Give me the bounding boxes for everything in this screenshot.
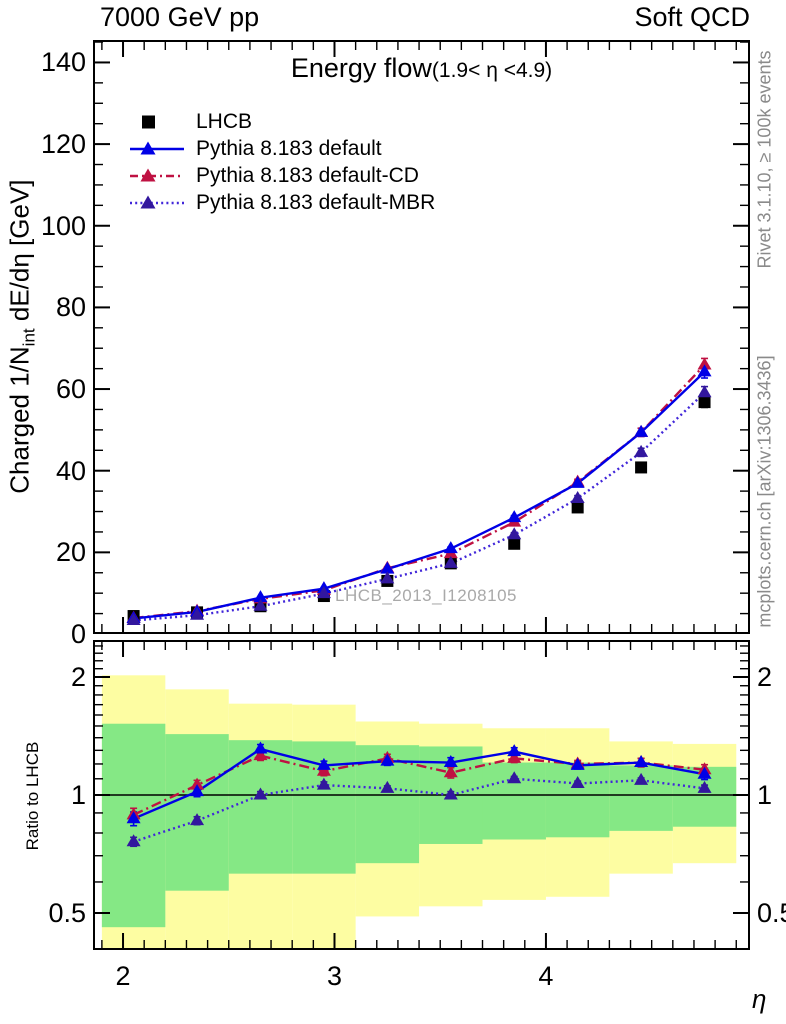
ratio-marker-Pythia-8.183-default-MBR	[507, 771, 522, 784]
legend-label: LHCB	[196, 109, 253, 133]
ratio-marker-Pythia-8.183-default-MBR	[316, 777, 331, 790]
marker-Pythia-8.183-default	[697, 364, 712, 377]
ratio-marker-Pythia-8.183-default-CD	[190, 777, 205, 790]
ratio-marker-Pythia-8.183-default-MBR	[126, 834, 141, 847]
ratio-marker-Pythia-8.183-default-MBR	[380, 780, 395, 793]
marker-Pythia-8.183-default-MBR	[316, 586, 331, 599]
axis-tick-label: 2	[757, 662, 773, 692]
marker-Pythia-8.183-default	[443, 541, 458, 554]
marker-Pythia-8.183-default-MBR	[253, 598, 268, 611]
plot-title: Energy flow(1.9< η <4.9)	[93, 53, 750, 84]
marker-Pythia-8.183-default-CD	[697, 357, 712, 370]
axis-tick-label: 80	[55, 292, 86, 323]
ratio-marker-Pythia-8.183-default	[253, 741, 268, 754]
ratio-marker-Pythia-8.183-default	[380, 753, 395, 766]
ratio-marker-Pythia-8.183-default	[190, 784, 205, 797]
header-beam-energy: 7000 GeV pp	[100, 2, 260, 32]
ratio-marker-Pythia-8.183-default-MBR	[443, 787, 458, 800]
axis-tick-label: 2	[115, 961, 131, 991]
ratio-marker-Pythia-8.183-default	[507, 744, 522, 757]
triangle-legend-marker-icon	[130, 141, 184, 154]
plot-title-main: Energy flow	[290, 53, 432, 83]
marker-Pythia-8.183-default	[253, 590, 268, 603]
marker-Pythia-8.183-default	[507, 510, 522, 523]
ratio-marker-Pythia-8.183-default-MBR	[190, 813, 205, 826]
marker-Pythia-8.183-default-MBR	[443, 555, 458, 568]
ratio-marker-Pythia-8.183-default-CD	[507, 750, 522, 763]
marker-LHCB	[571, 501, 584, 514]
ratio-line-0	[133, 747, 705, 820]
ratio-marker-Pythia-8.183-default	[126, 811, 141, 824]
axis-tick-label: 120	[40, 129, 86, 160]
triangle-legend-marker-icon	[130, 168, 184, 181]
header-process-group: Soft QCD	[634, 2, 750, 32]
ratio-panel	[93, 640, 750, 950]
ratio-marker-Pythia-8.183-default-MBR	[634, 772, 649, 785]
marker-Pythia-8.183-default-MBR	[190, 607, 205, 620]
marker-Pythia-8.183-default-MBR	[570, 490, 585, 503]
mcplots-arxiv-note: mcplots.cern.ch [arXiv:1306.3436]	[754, 355, 775, 628]
ratio-marker-Pythia-8.183-default-CD	[443, 765, 458, 778]
marker-Pythia-8.183-default-MBR	[634, 444, 649, 457]
marker-LHCB	[635, 461, 648, 474]
axis-tick-label: 0	[70, 619, 86, 649]
main-y-axis-label: Charged 1/Nint dE/dη [GeV]	[4, 179, 39, 494]
ratio-marker-Pythia-8.183-default-CD	[253, 748, 268, 761]
marker-Pythia-8.183-default-MBR	[507, 527, 522, 540]
marker-Pythia-8.183-default-MBR	[697, 385, 712, 398]
legend-item-2: Pythia 8.183 default-CD	[128, 162, 435, 189]
ratio-marker-Pythia-8.183-default	[316, 757, 331, 770]
ratio-marker-Pythia-8.183-default-MBR	[253, 787, 268, 800]
marker-Pythia-8.183-default	[570, 475, 585, 488]
legend-item-1: Pythia 8.183 default	[128, 135, 435, 162]
marker-Pythia-8.183-default	[634, 424, 649, 437]
ratio-marker-Pythia-8.183-default	[634, 755, 649, 768]
legend-item-3: Pythia 8.183 default-MBR	[128, 189, 435, 216]
ratio-marker-Pythia-8.183-default	[443, 755, 458, 768]
axis-tick-label: 4	[538, 961, 554, 991]
x-axis-label: η	[752, 984, 767, 1014]
legend-label: Pythia 8.183 default-CD	[196, 163, 419, 187]
series-line-2	[133, 364, 706, 620]
axis-tick-label: 60	[55, 374, 86, 405]
axis-tick-label: 20	[55, 537, 86, 568]
marker-Pythia-8.183-default	[380, 561, 395, 574]
marker-LHCB	[698, 396, 711, 409]
marker-LHCB	[508, 537, 521, 550]
axis-tick-label: 0.5	[757, 898, 786, 928]
ratio-plot-area	[93, 640, 750, 950]
axis-tick-label: 100	[40, 210, 86, 241]
main-panel	[93, 40, 750, 634]
axis-tick-label: 3	[326, 961, 342, 991]
axis-tick-label: 140	[40, 47, 86, 78]
marker-Pythia-8.183-default-MBR	[380, 571, 395, 584]
ratio-marker-Pythia-8.183-default	[697, 766, 712, 779]
axis-tick-label: 1	[70, 780, 86, 810]
plot-title-range: (1.9< η <4.9)	[431, 59, 553, 82]
triangle-legend-marker-icon	[130, 195, 184, 208]
axis-tick-label: 0.5	[48, 898, 86, 928]
analysis-id-watermark: LHCB_2013_I1208105	[335, 586, 517, 605]
axis-tick-label: 2	[70, 662, 86, 692]
ratio-marker-Pythia-8.183-default	[570, 757, 585, 770]
ratio-marker-Pythia-8.183-default-MBR	[570, 775, 585, 788]
legend-label: Pythia 8.183 default-MBR	[196, 190, 436, 214]
legend: LHCB Pythia 8.183 default Pythia 8.183 def…	[128, 108, 435, 216]
series-line-3	[133, 391, 706, 622]
legend-item-0: LHCB	[128, 108, 435, 135]
series-line-1	[133, 371, 706, 620]
main-plot-area	[93, 40, 750, 634]
square-legend-marker-icon	[142, 115, 155, 128]
ratio-marker-Pythia-8.183-default-MBR	[697, 780, 712, 793]
legend-label: Pythia 8.183 default	[196, 136, 382, 160]
axis-tick-label: 1	[757, 780, 773, 810]
axis-tick-label: 40	[55, 455, 86, 486]
marker-Pythia-8.183-default-MBR	[126, 613, 141, 626]
